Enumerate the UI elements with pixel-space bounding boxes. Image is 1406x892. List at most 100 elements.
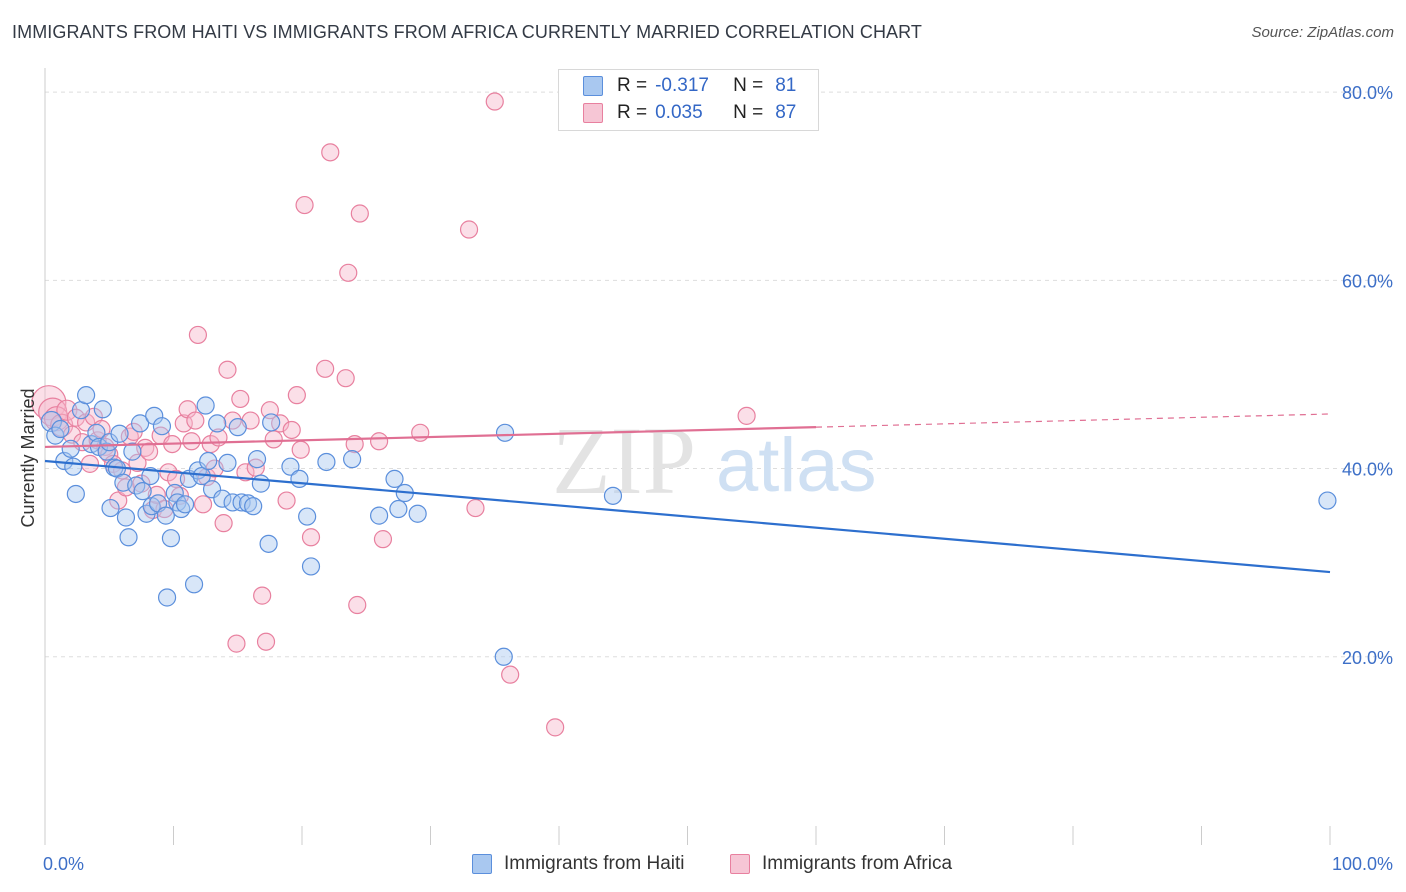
africa-point — [336, 369, 355, 388]
haiti-point — [495, 423, 515, 442]
haiti-point — [244, 497, 263, 516]
watermark-atlas: atlas — [716, 423, 877, 508]
africa-trend-extension — [815, 413, 1331, 428]
africa-point — [546, 718, 565, 737]
haiti-point — [1318, 491, 1337, 510]
africa-point — [411, 423, 430, 442]
africa-point — [295, 195, 314, 215]
africa-point — [139, 442, 159, 461]
bottom-legend-swatch-haiti — [472, 854, 492, 874]
legend-r-label: R = — [617, 75, 648, 96]
haiti-point — [208, 414, 227, 433]
africa-point — [373, 530, 393, 549]
bottom-legend-label-africa: Immigrants from Africa — [762, 853, 953, 874]
africa-point — [128, 453, 147, 473]
haiti-point — [343, 450, 362, 469]
africa-point — [264, 430, 283, 449]
haiti-point — [110, 424, 129, 443]
haiti-point — [152, 417, 172, 436]
haiti-point — [51, 419, 70, 439]
haiti-point — [66, 484, 85, 504]
legend: R = -0.317 N = 81 R = 0.035 N = 87 — [558, 69, 819, 131]
bottom-legend-swatch-africa — [730, 854, 750, 874]
haiti-point — [262, 413, 281, 432]
africa-point — [485, 92, 504, 111]
haiti-point — [161, 529, 181, 548]
haiti-point — [494, 647, 513, 666]
africa-point — [256, 632, 276, 651]
legend-n-label: N = — [733, 102, 764, 123]
legend-n-value: 87 — [775, 102, 797, 123]
haiti-point — [184, 575, 204, 594]
haiti-point — [408, 504, 427, 523]
africa-point — [316, 359, 335, 378]
africa-point — [182, 432, 201, 451]
legend-row-haiti: R = -0.317 N = 81 — [583, 73, 796, 99]
haiti-point — [64, 457, 83, 476]
africa-point — [350, 204, 369, 223]
haiti-point — [389, 499, 408, 519]
africa-point — [459, 220, 479, 239]
haiti-point — [228, 418, 247, 437]
haiti-point — [116, 508, 136, 527]
y-tick-label: 60.0% — [1342, 271, 1393, 291]
haiti-point — [130, 414, 150, 433]
legend-r-value: -0.317 — [655, 75, 709, 96]
africa-point — [231, 389, 250, 409]
haiti-point — [317, 452, 336, 472]
y-axis-label: Currently Married — [18, 388, 38, 527]
haiti-point — [232, 493, 251, 512]
watermark: ZIP atlas — [552, 407, 877, 514]
haiti-point — [281, 457, 300, 476]
africa-point — [218, 360, 237, 379]
africa-trend-line — [44, 426, 817, 449]
africa-point — [227, 634, 246, 653]
africa-point — [287, 386, 306, 405]
legend-r-label: R = — [617, 102, 648, 123]
trend-lines — [44, 413, 1331, 574]
africa-point — [321, 143, 340, 162]
y-tick-label: 20.0% — [1342, 648, 1393, 668]
africa-point — [291, 440, 310, 459]
africa-point — [166, 469, 186, 489]
haiti-point — [93, 400, 112, 419]
haiti-point — [123, 442, 142, 461]
legend-r-value: 0.035 — [655, 102, 703, 123]
africa-point — [174, 414, 193, 433]
legend-n-value: 81 — [775, 75, 797, 96]
haiti-point — [370, 506, 389, 525]
haiti-point — [218, 453, 237, 473]
africa-point — [214, 514, 233, 533]
africa-point — [466, 498, 485, 518]
haiti-point — [77, 386, 96, 405]
haiti-point — [133, 482, 152, 501]
haiti-point — [603, 486, 623, 505]
haiti-point — [247, 450, 267, 469]
bottom-legend-africa: Immigrants from Africa — [730, 851, 952, 877]
haiti-point — [87, 423, 106, 442]
haiti-point — [175, 495, 195, 514]
haiti-point — [157, 588, 177, 607]
legend-swatch-africa — [583, 103, 603, 123]
y-tick-label: 80.0% — [1342, 83, 1393, 103]
y-tick-label: 40.0% — [1342, 460, 1393, 480]
legend-n-label: N = — [733, 75, 764, 96]
africa-point — [56, 399, 78, 421]
haiti-point — [298, 507, 317, 526]
gridlines — [45, 91, 1392, 658]
chart-title: IMMIGRANTS FROM HAITI VS IMMIGRANTS FROM… — [12, 22, 923, 42]
haiti-point — [61, 439, 80, 458]
haiti-point — [196, 396, 215, 415]
legend-row-africa: R = 0.035 N = 87 — [583, 100, 796, 126]
y-tick-labels: 20.0% 40.0% 60.0% 80.0% — [1342, 83, 1393, 668]
haiti-point — [385, 469, 404, 489]
haiti-point — [40, 410, 63, 433]
x-tick-label: 0.0% — [43, 854, 84, 874]
source-label: Source: ZipAtlas.com — [1251, 24, 1394, 41]
watermark-zip: ZIP — [552, 407, 696, 514]
africa-point — [301, 528, 321, 547]
haiti-point — [213, 489, 232, 508]
africa-point — [188, 325, 208, 345]
africa-point — [339, 263, 358, 282]
haiti-points — [40, 386, 1337, 666]
